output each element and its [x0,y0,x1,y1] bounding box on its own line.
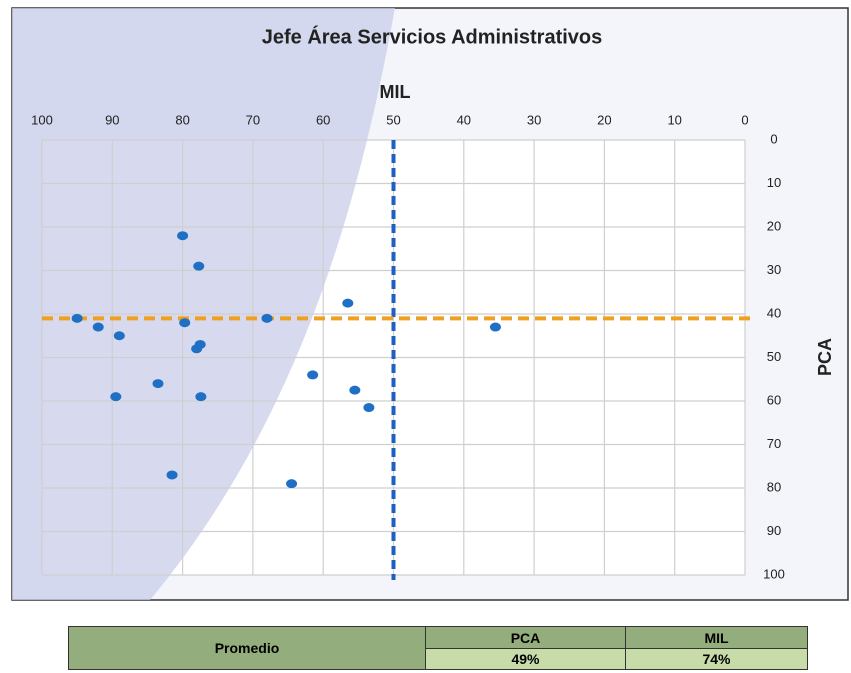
point [307,370,319,380]
table-cell: 74% [626,649,807,669]
point [152,379,164,389]
y-tick-label: 50 [767,349,781,364]
y-tick-label: 40 [767,305,781,320]
x-tick-label: 10 [667,112,681,127]
point [71,313,83,323]
x-tick-label: 100 [31,112,53,127]
point [113,331,125,341]
column-header: MIL [626,627,807,649]
y-tick-label: 90 [767,523,781,538]
point [166,470,178,480]
y-tick-label: 20 [767,218,781,233]
point [92,322,104,332]
point [363,403,375,413]
point [179,318,191,328]
x-axis-label: MIL [380,82,411,102]
y-tick-label: 60 [767,392,781,407]
x-tick-label: 0 [741,112,748,127]
chart-title: Jefe Área Servicios Administrativos [262,25,603,48]
point [261,313,273,323]
point [177,231,189,241]
y-tick-label: 0 [770,131,777,146]
x-tick-label: 20 [597,112,611,127]
x-tick-label: 60 [316,112,330,127]
point [489,322,501,332]
point [286,479,298,489]
shading [12,8,395,600]
point [194,339,206,349]
y-tick-label: 30 [767,262,781,277]
row-label: Promedio [69,627,426,669]
point [193,261,205,271]
x-tick-label: 80 [175,112,189,127]
table-cell: 49% [426,649,626,669]
point [349,385,361,395]
x-tick-label: 50 [386,112,400,127]
point [195,392,207,402]
y-tick-label: 10 [767,175,781,190]
x-tick-label: 90 [105,112,119,127]
point [342,298,354,308]
x-tick-label: 70 [246,112,260,127]
y-tick-label: 80 [767,479,781,494]
y-tick-label: 100 [763,566,785,581]
y-tick-label: 70 [767,436,781,451]
x-tick-label: 30 [527,112,541,127]
point [110,392,122,402]
summary-table: Promedio PCA MIL 49% 74% [68,626,808,670]
column-header: PCA [426,627,626,649]
y-axis-label: PCA [815,338,835,376]
x-tick-label: 40 [457,112,471,127]
